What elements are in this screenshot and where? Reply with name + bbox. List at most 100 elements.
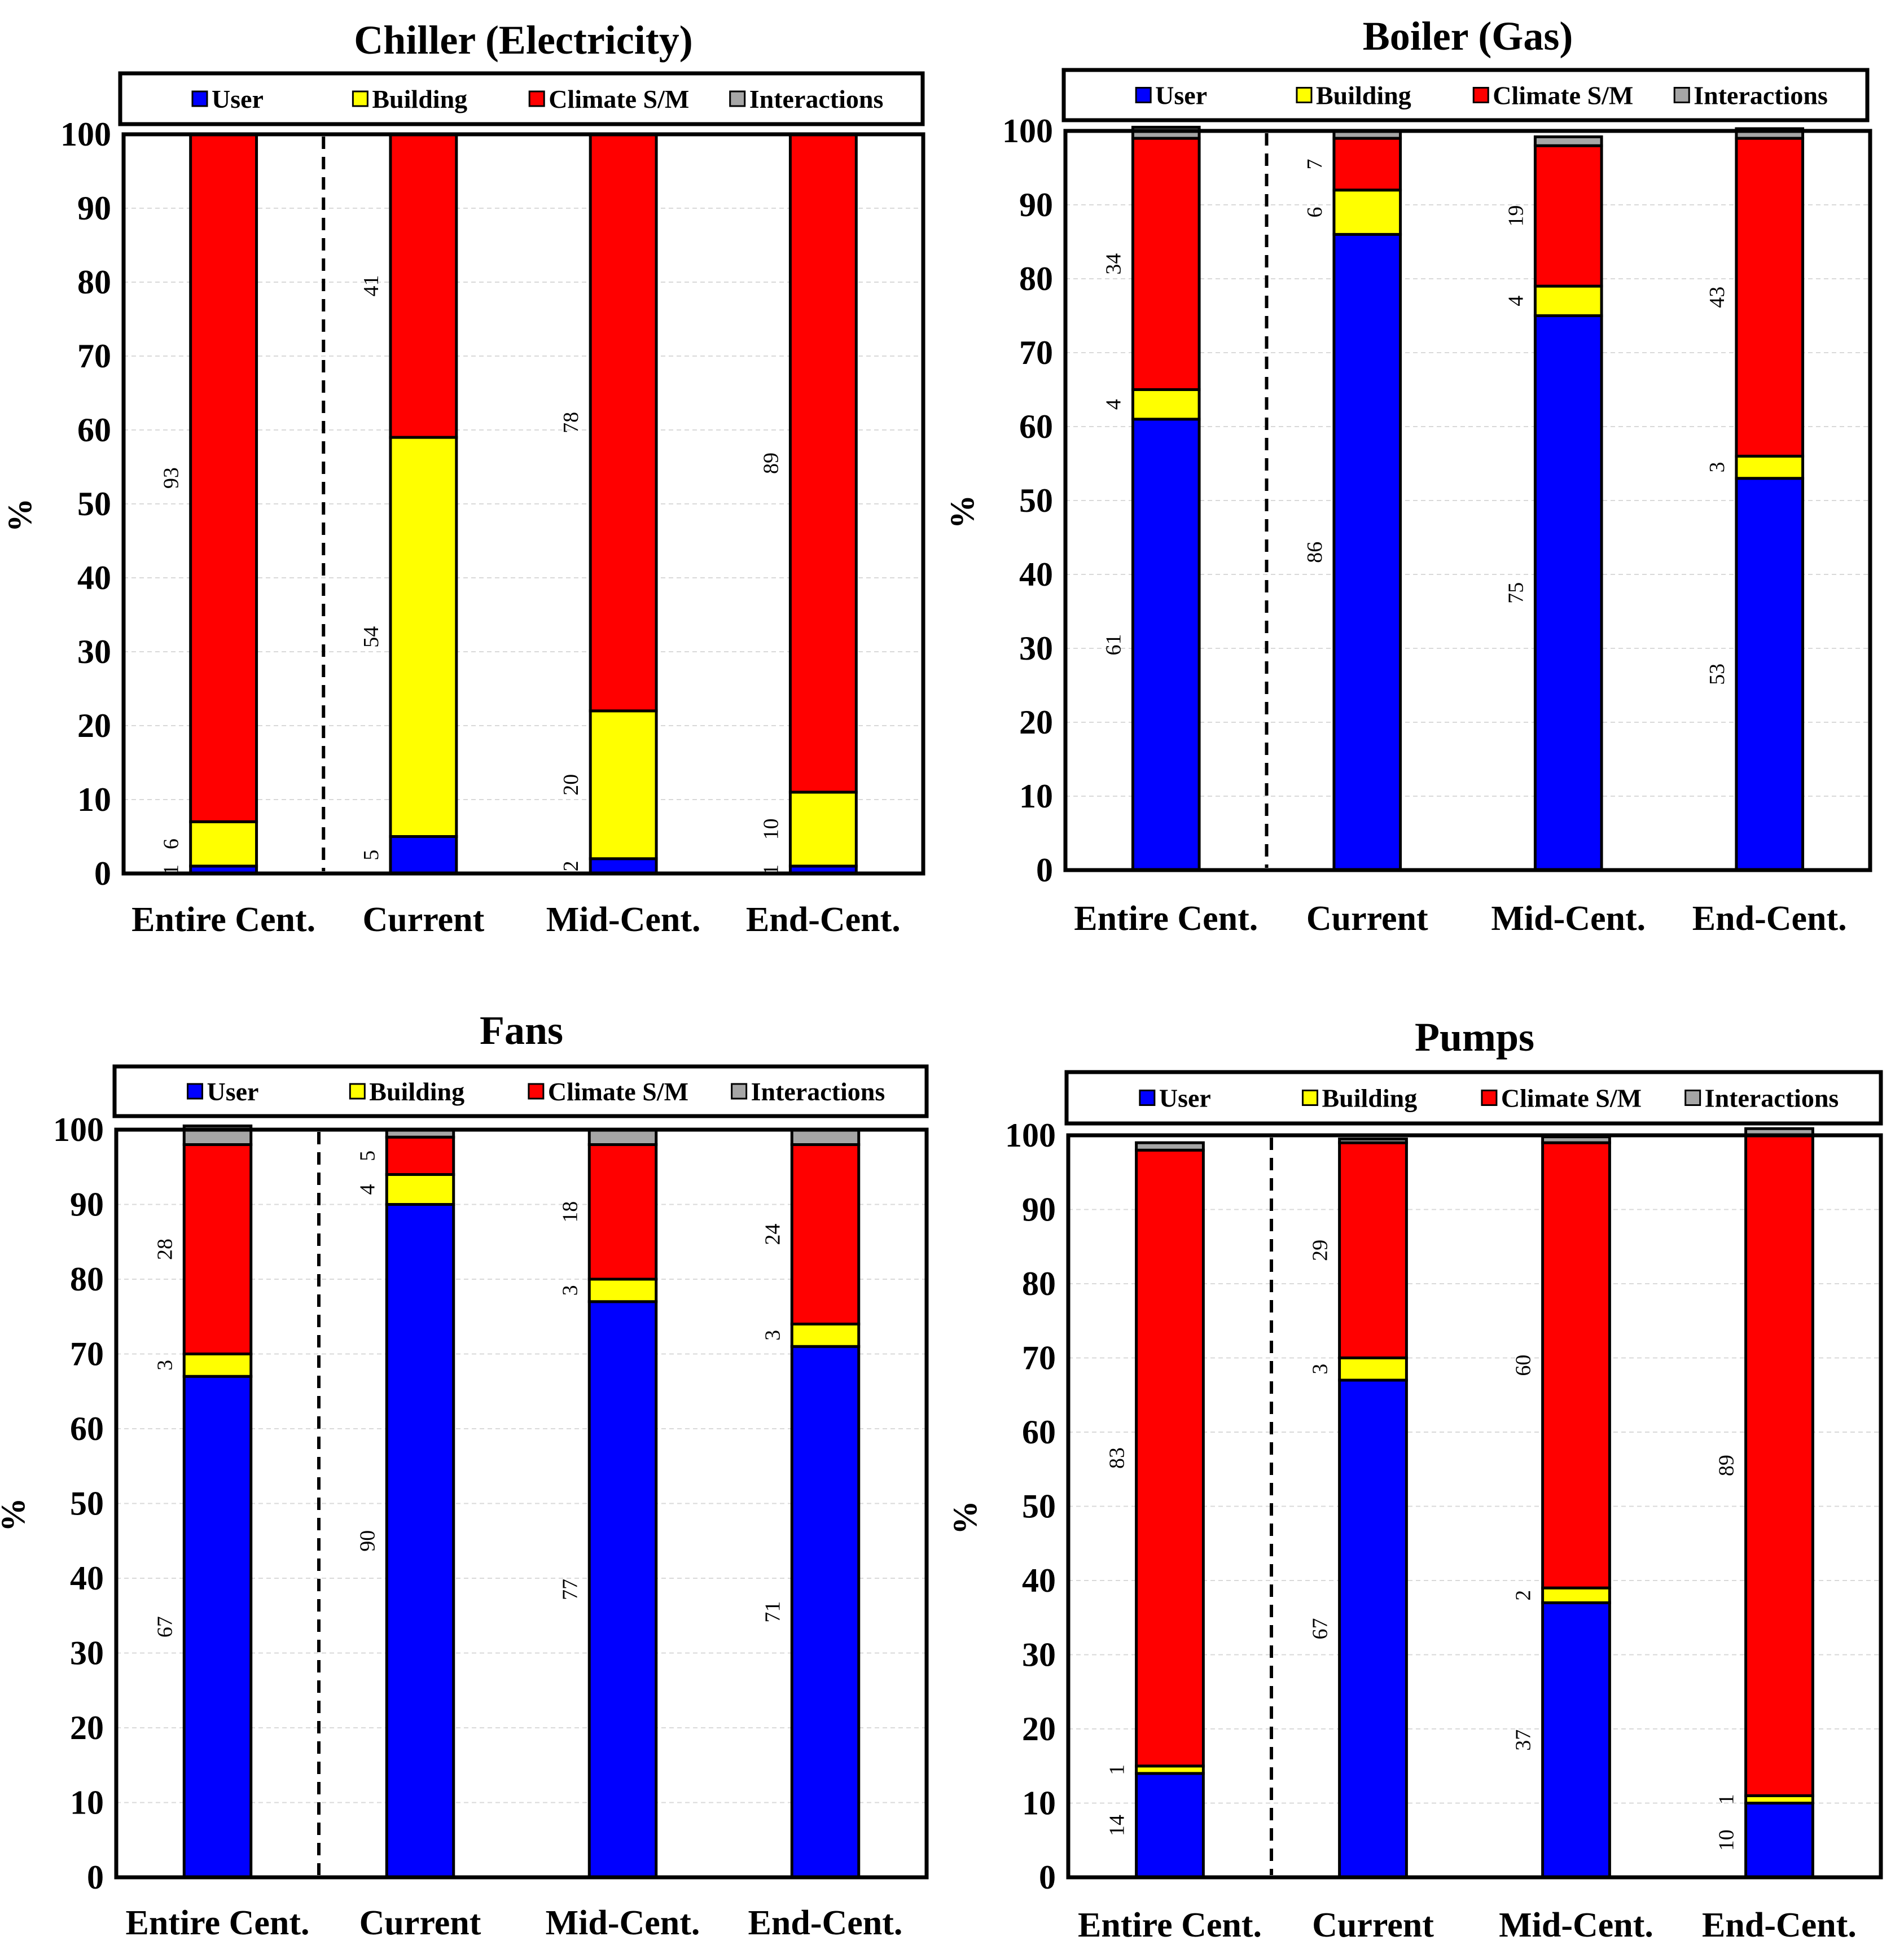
bar-segment-interactions — [1541, 1135, 1611, 1144]
bar-segment-climate-s-m — [182, 1143, 253, 1355]
chart-panel-2: Boiler (Gas)0102030405060708090100%61434… — [944, 14, 1872, 938]
data-label: 5 — [359, 850, 383, 861]
legend-label: Climate S/M — [548, 1077, 688, 1106]
y-tick-label: 0 — [94, 855, 111, 892]
legend-box — [112, 1064, 929, 1118]
y-tick-label: 80 — [1019, 260, 1053, 297]
y-tick-label: 20 — [77, 707, 111, 744]
y-tick-label: 70 — [70, 1336, 104, 1373]
y-tick-label: 40 — [1022, 1562, 1056, 1599]
data-label: 1 — [1105, 1764, 1129, 1775]
data-label: 61 — [1102, 634, 1125, 655]
y-tick-label: 50 — [1019, 482, 1053, 519]
chart-panel-3: Fans 0 10 20 30 40 50 60 70 80 90 100% 67 3 28 Entire C… — [0, 1008, 929, 1942]
data-label: 5 — [356, 1151, 379, 1161]
y-tick-label: 10 — [77, 781, 111, 818]
bar-segment-user — [1131, 418, 1201, 872]
x-category-label: End-Cent. — [746, 901, 901, 939]
bar-segment-building — [1332, 188, 1402, 236]
chart-title: Fans — [480, 1008, 563, 1053]
plot-border — [1066, 1133, 1883, 1880]
bar-segment-user — [1338, 1378, 1408, 1879]
data-label: 90 — [356, 1530, 379, 1552]
data-label: 4 — [1504, 296, 1528, 306]
y-tick-label: 40 — [70, 1560, 104, 1597]
data-label: 18 — [558, 1201, 582, 1223]
data-label: 34 — [1102, 253, 1125, 275]
chart-title: Pumps — [1415, 1015, 1534, 1060]
y-tick-label: 20 — [1022, 1710, 1056, 1748]
y-tick-label: 40 — [77, 559, 111, 596]
plot-border — [1063, 129, 1872, 872]
x-category-label: Current — [1312, 1906, 1434, 1944]
data-label: 19 — [1504, 205, 1528, 227]
data-label: 41 — [359, 275, 383, 297]
chart-title: Chiller (Electricity) — [354, 17, 692, 63]
y-tick-label: 70 — [77, 337, 111, 375]
data-label: 3 — [558, 1285, 582, 1296]
legend-swatch-interactions — [729, 90, 746, 107]
legend-label: Interactions — [1694, 81, 1828, 110]
y-tick-label: 80 — [77, 264, 111, 301]
bar-segment-building — [385, 1173, 455, 1206]
x-category-label: Entire Cent. — [1074, 899, 1258, 938]
data-label: 10 — [1715, 1829, 1739, 1851]
legend-swatch-climate-s-m — [1481, 1090, 1498, 1106]
bar-segment-building — [1131, 388, 1201, 421]
bar-segment-climate-s-m — [1541, 1141, 1611, 1590]
y-tick-label: 0 — [1036, 851, 1053, 889]
bar-segment-building — [389, 436, 458, 838]
bar-segment-user — [1135, 1772, 1205, 1879]
bar-segment-building — [189, 820, 258, 868]
data-label: 54 — [359, 626, 383, 648]
bar-segment-climate-s-m — [389, 133, 458, 439]
bar-segment-climate-s-m — [790, 1143, 861, 1325]
data-label: 20 — [559, 774, 583, 796]
data-label: 29 — [1309, 1240, 1332, 1261]
data-label: 37 — [1512, 1729, 1536, 1751]
y-axis-label: % — [0, 1498, 32, 1532]
bar-segment-climate-s-m — [587, 1143, 658, 1281]
legend-swatch-building — [352, 90, 368, 107]
x-category-label: Mid-Cent. — [1491, 899, 1646, 938]
bar-segment-user — [385, 1203, 455, 1879]
legend-label: User — [212, 85, 264, 113]
bar-segment-user — [587, 1300, 658, 1879]
data-label: 3 — [1705, 462, 1729, 473]
y-tick-label: 90 — [70, 1186, 104, 1223]
bar-segment-climate-s-m — [1735, 137, 1805, 458]
x-category-label: Current — [362, 901, 484, 939]
bar-segment-user — [1744, 1802, 1814, 1879]
bar-segment-interactions — [1338, 1138, 1408, 1144]
bar-segment-user — [389, 835, 458, 875]
legend-label: Interactions — [1705, 1084, 1839, 1113]
y-tick-label: 100 — [1005, 1117, 1056, 1154]
y-tick-label: 90 — [1022, 1191, 1056, 1228]
bar-segment-building — [589, 709, 658, 861]
data-label: 89 — [1715, 1455, 1739, 1476]
legend-box — [118, 71, 925, 126]
data-label: 4 — [1102, 399, 1125, 410]
bar-segment-user — [1332, 232, 1402, 872]
data-label: 28 — [153, 1239, 177, 1260]
x-category-label: End-Cent. — [1702, 1906, 1857, 1944]
y-tick-label: 0 — [1039, 1859, 1056, 1896]
bar-segment-building — [1541, 1586, 1611, 1604]
data-label: 3 — [1309, 1364, 1332, 1375]
chart-title: Boiler (Gas) — [1363, 14, 1573, 59]
data-label: 83 — [1105, 1447, 1129, 1469]
data-label: 86 — [1303, 542, 1327, 563]
legend-label: User — [1155, 81, 1207, 110]
bar-segment-climate-s-m — [1135, 1148, 1205, 1768]
x-category-label: End-Cent. — [748, 1904, 903, 1942]
y-tick-label: 30 — [77, 633, 111, 670]
chart-panel-1: Chiller (Electricity) 0 10 20 30 40 50 60 70 80 90… — [1, 17, 925, 939]
data-label: 3 — [761, 1330, 784, 1341]
bar-segment-user — [1533, 314, 1603, 872]
legend-box — [1061, 68, 1870, 122]
legend-label: Climate S/M — [549, 85, 689, 113]
bar-segment-building — [1338, 1356, 1408, 1382]
data-label: 6 — [160, 838, 183, 849]
y-tick-label: 20 — [70, 1709, 104, 1746]
